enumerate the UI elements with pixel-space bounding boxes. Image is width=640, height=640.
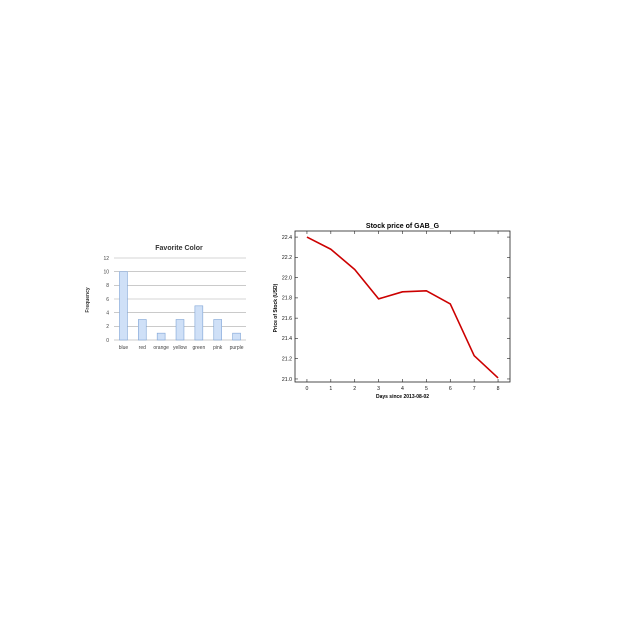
x-tick-label: 2 xyxy=(353,386,356,392)
y-tick-label: 6 xyxy=(106,297,109,303)
bar-orange xyxy=(156,332,166,341)
x-tick-label: 8 xyxy=(497,386,500,392)
x-tick-label: pink xyxy=(213,345,223,351)
chart-title: Favorite Color xyxy=(155,245,203,252)
y-tick-label: 21.2 xyxy=(282,356,292,362)
x-tick-label: 5 xyxy=(425,386,428,392)
y-axis-label: Price of Stock (USD) xyxy=(273,283,279,332)
y-axis-label: Frequency xyxy=(85,287,91,313)
bar-red xyxy=(138,319,147,341)
y-tick-label: 8 xyxy=(106,283,109,289)
stock-price-chart: Stock price of GAB_G Days since 2013-08-… xyxy=(273,223,511,400)
bar-blue xyxy=(119,271,128,341)
bar-yellow xyxy=(175,319,185,341)
y-tick-label: 22.0 xyxy=(282,275,292,281)
x-tick-label: green xyxy=(192,345,205,351)
y-tick-label: 22.2 xyxy=(282,255,292,261)
x-tick-label: 3 xyxy=(377,386,380,392)
y-tick-label: 21.6 xyxy=(282,316,292,322)
y-tick-label: 4 xyxy=(106,310,109,316)
y-tick-label: 21.4 xyxy=(282,336,292,342)
x-tick-label: orange xyxy=(153,345,169,351)
x-axis-label: Days since 2013-08-02 xyxy=(376,394,429,400)
favorite-color-chart: Favorite Color Frequency 0 2 4 6 8 10 12 blue r… xyxy=(85,245,246,351)
y-tick-label: 22.4 xyxy=(282,235,292,241)
x-tick-label: 1 xyxy=(329,386,332,392)
x-tick-label: yellow xyxy=(173,345,187,351)
bar-green xyxy=(194,305,204,341)
x-tick-label: 7 xyxy=(473,386,476,392)
x-tick-label: red xyxy=(139,345,146,351)
series-line xyxy=(306,236,499,379)
y-tick-label: 2 xyxy=(106,324,109,330)
x-tick-label: 6 xyxy=(449,386,452,392)
y-tick-label: 12 xyxy=(103,256,109,262)
chart-title: Stock price of GAB_G xyxy=(366,223,440,230)
x-tick-label: purple xyxy=(230,345,244,351)
x-tick-label: 0 xyxy=(305,386,308,392)
y-tick-label: 10 xyxy=(103,269,109,275)
y-tick-label: 21.0 xyxy=(282,377,292,383)
x-tick-label: blue xyxy=(119,345,129,351)
y-tick-label: 0 xyxy=(106,338,109,344)
x-tick-label: 4 xyxy=(401,386,404,392)
bar-pink xyxy=(213,319,222,341)
y-tick-label: 21.8 xyxy=(282,296,292,302)
bar-purple xyxy=(232,332,241,341)
